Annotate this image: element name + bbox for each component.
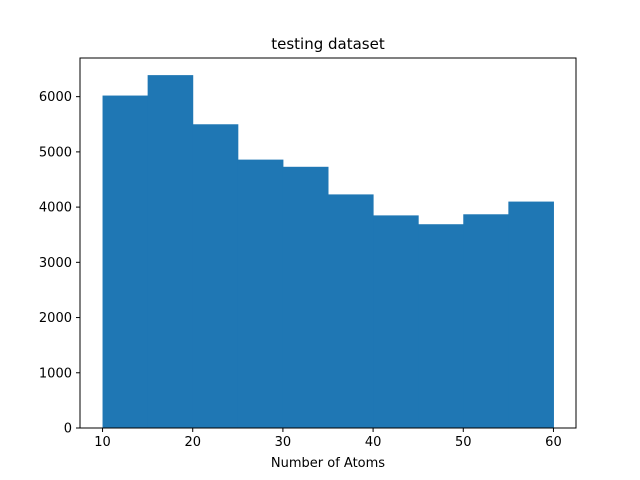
histogram-bar: [147, 75, 194, 429]
y-tick-label: 2000: [39, 311, 72, 326]
bars-group: [102, 75, 554, 429]
plot-frame: [79, 57, 577, 429]
y-axis-ticks: 0 1000 2000 3000 4000 5000 6000: [39, 90, 80, 437]
histogram-bar: [102, 95, 149, 428]
x-axis-label: Number of Atoms: [271, 456, 385, 471]
y-tick-label: 6000: [39, 90, 72, 105]
y-tick-label: 3000: [39, 256, 72, 271]
x-tick-label: 30: [275, 435, 292, 450]
histogram-bar: [282, 166, 329, 428]
histogram-bar: [237, 159, 284, 428]
y-tick-label: 1000: [39, 366, 72, 381]
y-tick-label: 0: [64, 422, 72, 437]
histogram-bar: [508, 201, 554, 428]
y-tick-label: 5000: [39, 145, 72, 160]
x-tick-label: 10: [94, 435, 111, 450]
histogram-bar: [418, 224, 464, 428]
x-tick-label: 20: [184, 435, 201, 450]
x-tick-label: 40: [365, 435, 382, 450]
histogram-bar: [463, 214, 509, 428]
histogram-bar: [328, 194, 374, 428]
x-tick-label: 60: [545, 435, 562, 450]
x-tick-label: 50: [455, 435, 472, 450]
chart-title: testing dataset: [271, 35, 385, 53]
histogram-bar: [373, 215, 419, 428]
histogram-bar: [192, 124, 239, 429]
x-axis-ticks: 10 20 30 40 50 60: [94, 428, 562, 450]
y-tick-label: 4000: [39, 201, 72, 216]
